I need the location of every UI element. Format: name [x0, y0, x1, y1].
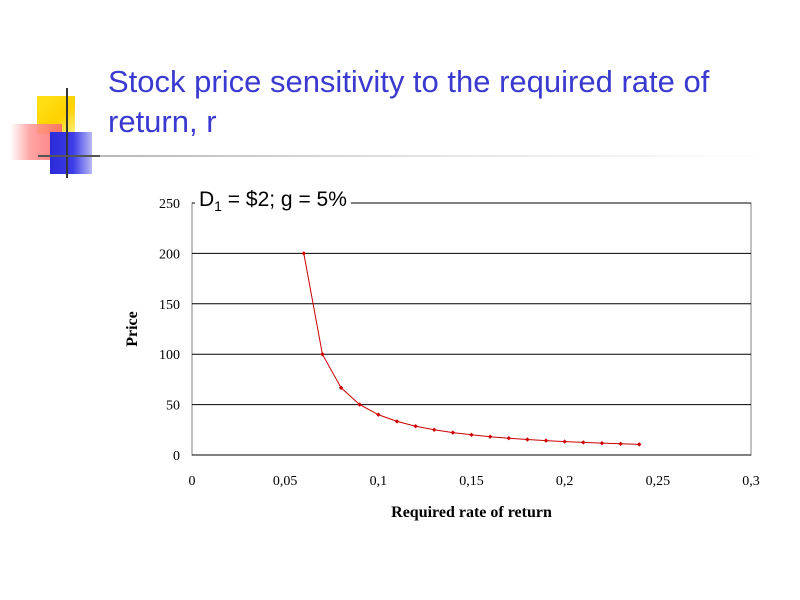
data-point — [487, 434, 493, 439]
x-tick-label: 0,1 — [370, 474, 388, 489]
data-point — [376, 412, 381, 417]
x-axis-label: Required rate of return — [391, 504, 552, 521]
data-point — [599, 440, 605, 446]
data-point — [506, 435, 511, 441]
data-point — [450, 430, 456, 435]
data-point — [357, 402, 362, 407]
x-tick-label: 0 — [189, 474, 196, 489]
vertical-rule-decoration — [66, 88, 68, 178]
dividend-growth-annotation: D1 = $2; g = 5% — [195, 188, 351, 215]
slide-title: Stock price sensitivity to the required … — [108, 64, 710, 139]
data-point — [413, 424, 418, 429]
data-point — [338, 385, 344, 390]
data-point — [394, 419, 400, 424]
x-tick-label: 0,3 — [742, 474, 760, 489]
y-tick-label: 0 — [173, 449, 180, 464]
blue-square-decoration — [50, 132, 92, 174]
data-point — [618, 441, 623, 447]
y-axis-label: Price — [124, 311, 141, 347]
y-tick-label: 200 — [159, 247, 180, 262]
annotation-d: D — [199, 188, 215, 211]
series-line — [303, 253, 640, 445]
plot-area — [191, 202, 752, 456]
annotation-rest: = $2; g = 5% — [221, 188, 347, 211]
y-tick-label: 50 — [166, 399, 180, 414]
data-point — [637, 442, 642, 447]
horizontal-rule-decoration — [38, 155, 108, 157]
data-point — [562, 439, 567, 444]
annotation-subscript: 1 — [214, 198, 222, 215]
data-point — [320, 352, 325, 357]
data-point — [432, 427, 437, 432]
data-point — [525, 437, 530, 442]
data-point — [469, 432, 474, 438]
y-tick-label: 250 — [159, 197, 180, 212]
x-tick-label: 0,05 — [273, 474, 298, 489]
data-point — [543, 438, 549, 443]
y-tick-label: 100 — [159, 348, 180, 363]
x-tick-label: 0,25 — [646, 474, 671, 489]
x-tick-label: 0,2 — [556, 474, 574, 489]
data-point — [581, 440, 586, 445]
title-underline — [100, 155, 780, 157]
y-tick-label: 150 — [159, 298, 180, 313]
data-point — [301, 251, 306, 256]
x-tick-label: 0,15 — [459, 474, 484, 489]
